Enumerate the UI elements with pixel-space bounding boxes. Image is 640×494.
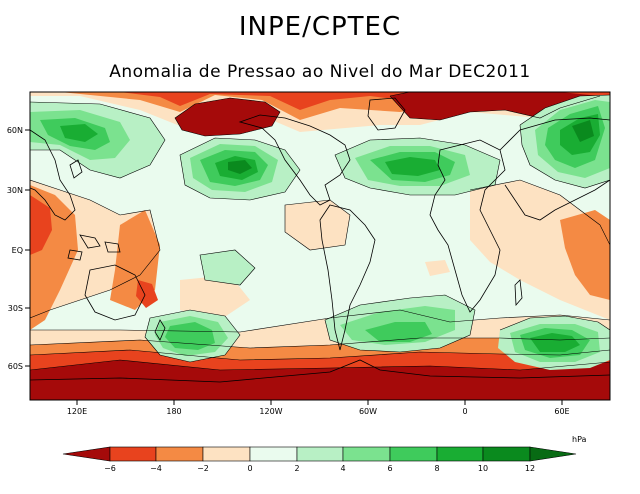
colorbar-box: [389, 446, 438, 462]
longitude-tick-marks: [76, 400, 563, 405]
colorbar-tick-label: −2: [197, 464, 209, 473]
page-title: INPE/CPTEC: [238, 12, 402, 42]
lat-label-30n: 30N: [7, 186, 23, 195]
contour-lines: [30, 92, 610, 371]
region-neg-6: [30, 92, 610, 400]
colorbar-box: [155, 446, 204, 462]
colorbar-box: [249, 446, 298, 462]
region-pos-8-10: [60, 114, 600, 352]
lon-label-120w: 120W: [259, 407, 282, 416]
longitude-labels: 120E 180 120W 60W 0 60E: [67, 407, 570, 416]
colorbar-box: [436, 446, 484, 462]
lon-label-60e: 60E: [554, 407, 569, 416]
lon-label-180: 180: [166, 407, 181, 416]
lat-label-60n: 60N: [7, 126, 23, 135]
coastlines: [30, 97, 610, 383]
lat-label-eq: EQ: [12, 246, 23, 255]
colorbar-box: [342, 446, 391, 462]
anomaly-field: [30, 92, 610, 400]
lon-label-120e: 120E: [67, 407, 87, 416]
colorbar: −6 −4 −2 0 2 4 6 8 10 12 hPa: [62, 435, 587, 473]
colorbar-arrow-low: [62, 446, 111, 462]
colorbar-tick-label: −6: [104, 464, 116, 473]
lat-label-60s: 60S: [8, 362, 23, 371]
colorbar-tick-label: 2: [294, 464, 299, 473]
colorbar-tick-label: 0: [247, 464, 252, 473]
colorbar-unit: hPa: [572, 435, 587, 444]
latitude-tick-marks: [25, 129, 30, 367]
lon-label-0: 0: [462, 407, 467, 416]
colorbar-tick-label: 8: [434, 464, 439, 473]
region-pos-10-12: [228, 120, 594, 174]
lat-label-30s: 30S: [8, 304, 23, 313]
colorbar-box: [202, 446, 251, 462]
map-frame: [29, 91, 611, 401]
colorbar-tick-label: 10: [478, 464, 488, 473]
colorbar-box: [109, 446, 157, 462]
colorbar-tick-label: 6: [387, 464, 392, 473]
lon-label-60w: 60W: [359, 407, 377, 416]
latitude-labels: 60N 30N EQ 30S 60S: [7, 126, 23, 371]
map-subtitle: Anomalia de Pressao ao Nivel do Mar DEC2…: [109, 62, 531, 82]
colorbar-arrow-high: [529, 446, 577, 462]
colorbar-tick-label: −4: [150, 464, 162, 473]
colorbar-tick-label: 4: [340, 464, 345, 473]
colorbar-tick-label: 12: [525, 464, 535, 473]
colorbar-box: [296, 446, 344, 462]
colorbar-box: [482, 446, 531, 462]
